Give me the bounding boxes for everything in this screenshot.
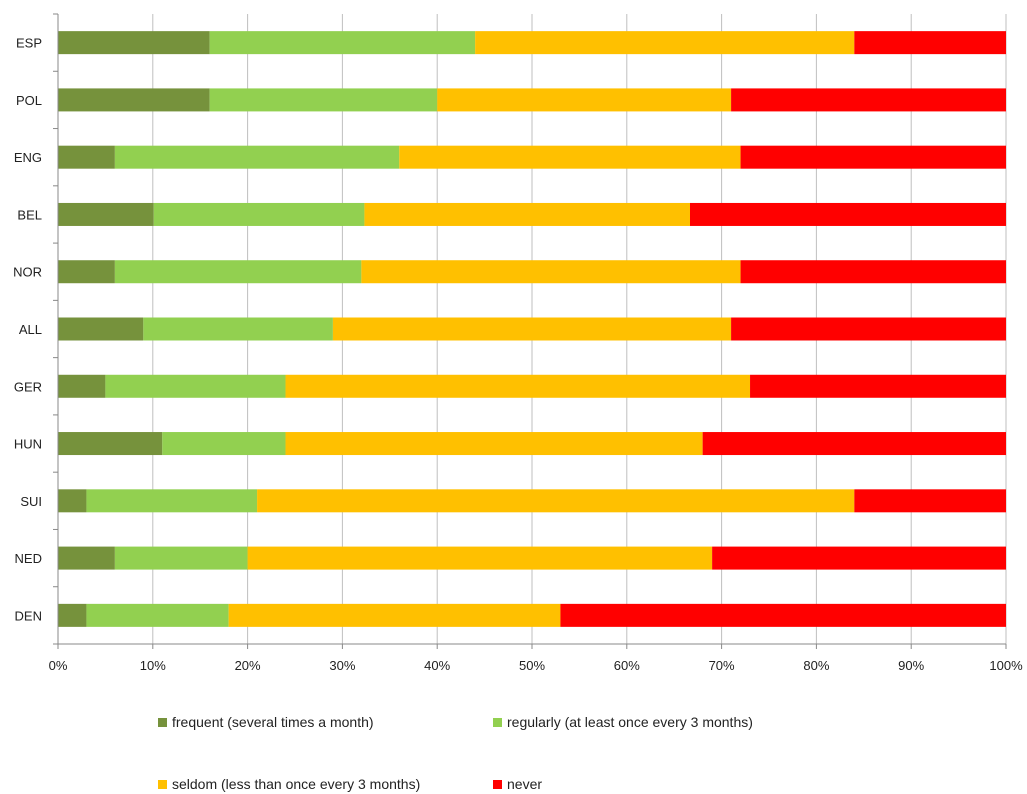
bar-segment-hun-0: [58, 432, 163, 456]
bar-segment-bel-0: [58, 202, 154, 226]
x-tick-label: 30%: [329, 658, 355, 673]
bar-segment-ger-2: [285, 374, 751, 398]
y-category-label: NOR: [13, 265, 42, 280]
bar-segment-sui-1: [86, 489, 258, 513]
bar-segment-ger-0: [58, 374, 106, 398]
bar-segment-sui-2: [257, 489, 855, 513]
y-category-label: ESP: [16, 36, 42, 51]
bar-segment-all-3: [731, 317, 1006, 341]
y-category-label: GER: [14, 379, 42, 394]
bar-segment-all-1: [143, 317, 333, 341]
bars: [58, 31, 1006, 627]
bar-segment-eng-0: [58, 145, 115, 169]
bar-segment-den-0: [58, 603, 87, 627]
bar-segment-eng-1: [114, 145, 400, 169]
bar-segment-bel-1: [153, 202, 365, 226]
bar-segment-bel-2: [364, 202, 690, 226]
bar-segment-nor-0: [58, 260, 115, 284]
bar-segment-esp-2: [475, 31, 855, 55]
y-category-label: HUN: [14, 437, 42, 452]
x-tick-label: 60%: [614, 658, 640, 673]
bar-segment-den-2: [228, 603, 561, 627]
bar-segment-all-0: [58, 317, 144, 341]
x-tick-label: 80%: [803, 658, 829, 673]
bar-segment-ned-1: [114, 546, 248, 570]
bar-segment-esp-1: [209, 31, 476, 55]
bar-segment-all-2: [332, 317, 732, 341]
bar-segment-nor-1: [114, 260, 362, 284]
x-tick-label: 40%: [424, 658, 450, 673]
y-category-label: ALL: [19, 322, 42, 337]
x-tick-label: 50%: [519, 658, 545, 673]
axes: [53, 13, 1007, 649]
bar-segment-pol-3: [731, 88, 1006, 112]
bar-segment-pol-1: [209, 88, 438, 112]
y-category-labels: ESP POL ENG BEL NOR ALL GER HUN SUI NED DEN: [13, 36, 42, 624]
bar-segment-nor-2: [361, 260, 741, 284]
x-tick-labels: 0% 10% 20% 30% 40% 50% 60% 70% 80% 90% 100%: [49, 658, 1023, 673]
bar-segment-hun-3: [702, 432, 1006, 456]
x-tick-label: 20%: [235, 658, 261, 673]
bar-segment-den-1: [86, 603, 229, 627]
bar-segment-ger-1: [105, 374, 286, 398]
bar-segment-esp-3: [854, 31, 1006, 55]
bar-segment-sui-3: [854, 489, 1006, 513]
bar-segment-ned-3: [712, 546, 1006, 570]
bar-segment-ned-0: [58, 546, 115, 570]
y-category-label: ENG: [14, 150, 42, 165]
x-tick-label: 70%: [709, 658, 735, 673]
bar-segment-pol-0: [58, 88, 210, 112]
bar-segment-eng-2: [399, 145, 741, 169]
bar-segment-ned-2: [247, 546, 713, 570]
bar-segment-den-3: [560, 603, 1006, 627]
bar-segment-pol-2: [437, 88, 732, 112]
x-tick-label: 0%: [49, 658, 68, 673]
bar-segment-sui-0: [58, 489, 87, 513]
y-category-label: POL: [16, 93, 42, 108]
y-category-label: DEN: [15, 608, 42, 623]
bar-segment-hun-1: [162, 432, 286, 456]
x-tick-label: 90%: [898, 658, 924, 673]
x-tick-label: 100%: [989, 658, 1023, 673]
bar-segment-bel-3: [690, 202, 1006, 226]
y-category-label: SUI: [20, 494, 42, 509]
bar-segment-hun-2: [285, 432, 703, 456]
bar-segment-nor-3: [740, 260, 1006, 284]
y-category-label: BEL: [17, 207, 42, 222]
y-category-label: NED: [15, 551, 42, 566]
bar-segment-ger-3: [750, 374, 1006, 398]
bar-segment-esp-0: [58, 31, 210, 55]
bar-segment-eng-3: [740, 145, 1006, 169]
x-tick-label: 10%: [140, 658, 166, 673]
